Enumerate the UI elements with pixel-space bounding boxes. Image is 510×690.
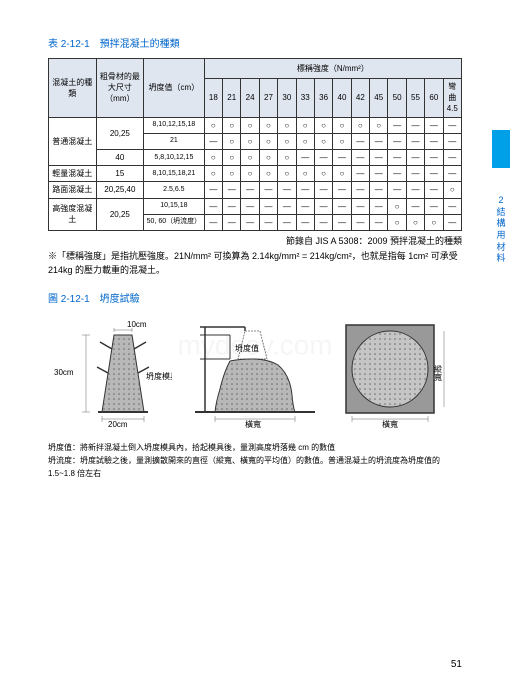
table-footnote: ※「標稱強度」是指抗壓強度。21N/mm² 可換算為 2.14kg/mm² = … <box>48 250 462 277</box>
svg-text:坍度值: 坍度值 <box>235 343 259 353</box>
slump-test-figure: 10cm 30cm 坍度模具 20cm <box>48 317 462 432</box>
cone-mold-diagram: 10cm 30cm 坍度模具 20cm <box>52 317 172 432</box>
svg-text:10cm: 10cm <box>127 320 147 329</box>
table-source: 節錄自 JIS A 5308：2009 預拌混凝土的種類 <box>48 235 462 248</box>
chapter-tab <box>492 130 510 168</box>
chapter-label: 2 結 構 用 材 料 <box>492 195 510 265</box>
slump-flow-diagram: 縱寬 橫寬 <box>338 317 453 432</box>
concrete-types-table: 混凝土的種類 粗骨材的最大尺寸（mm） 坍度值（cm） 標稱強度（N/mm²） … <box>48 58 462 231</box>
svg-text:30cm: 30cm <box>54 368 74 377</box>
svg-text:坍度模具: 坍度模具 <box>146 371 172 381</box>
figure-title: 圖 2-12-1 坍度試驗 <box>48 293 462 307</box>
svg-text:20cm: 20cm <box>108 420 128 429</box>
svg-text:橫寬: 橫寬 <box>382 419 398 429</box>
figure-notes: 坍度值：將新拌混凝土倒入坍度模具內，拾起模具後，量測高度坍落幾 cm 的數值 坍… <box>48 442 462 480</box>
table-title: 表 2-12-1 預拌混凝土的種類 <box>48 38 462 52</box>
slump-measurement-diagram: 坍度值 橫寬 <box>190 317 320 432</box>
svg-text:橫寬: 橫寬 <box>245 419 261 429</box>
page-number: 51 <box>451 658 462 672</box>
svg-text:縱寬: 縱寬 <box>434 365 443 383</box>
